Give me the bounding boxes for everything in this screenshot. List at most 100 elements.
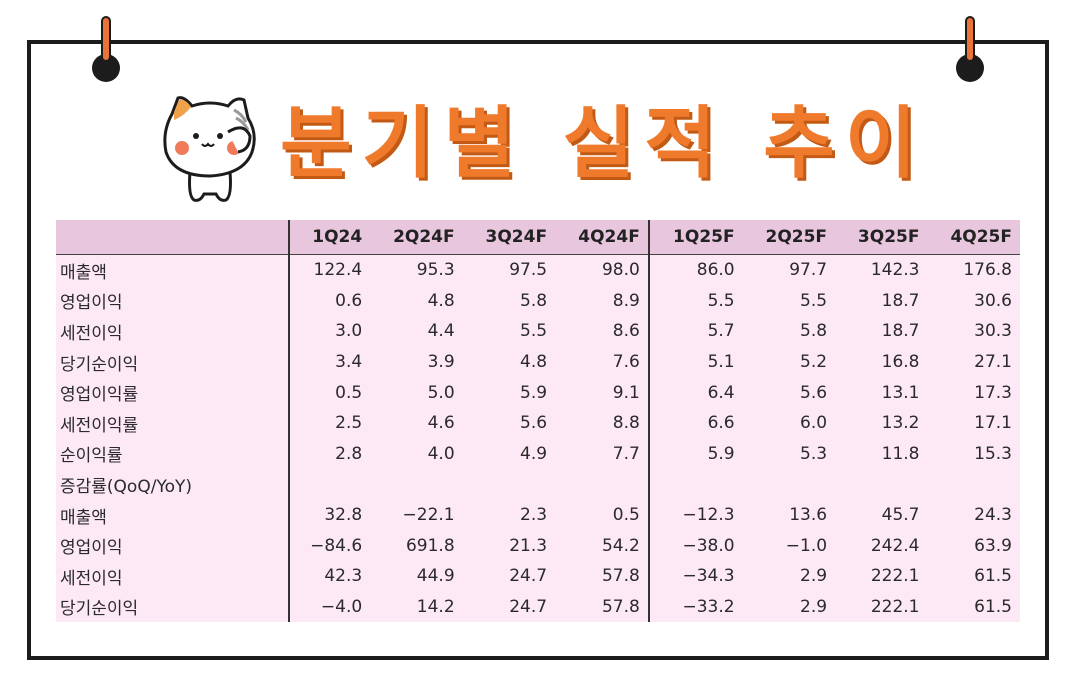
table-cell: 5.6 — [520, 413, 548, 434]
table-cell: 5.5 — [647, 285, 743, 317]
table-cell: 18.7 — [881, 290, 920, 311]
table-cell — [370, 469, 462, 500]
row-label: 당기순이익 — [60, 599, 139, 620]
table-cell: 691.8 — [405, 535, 455, 556]
table-cell: −12.3 — [647, 499, 743, 531]
table-cell: 98.0 — [601, 260, 640, 281]
table-cell: 61.5 — [974, 566, 1012, 587]
table-cell: 5.9 — [647, 438, 743, 470]
table-row: 증감률(QoQ/YoY) — [56, 469, 1020, 500]
row-label: 세전이익 — [60, 568, 123, 589]
column-header: 1Q25F — [647, 220, 743, 255]
table-cell: 0.6 — [287, 285, 371, 317]
column-header: 2Q25F — [742, 220, 836, 255]
table-cell: 0.5 — [287, 377, 371, 408]
table-row: 당기순이익 3.4 3.9 4.8 7.6 5.1 5.2 16.8 27.1 — [56, 346, 1020, 378]
table-cell: 5.8 — [520, 290, 548, 311]
table-cell: 24.7 — [509, 566, 548, 587]
table-cell: 13.2 — [881, 413, 920, 434]
table-cell: 2.5 — [287, 407, 371, 439]
table-cell — [647, 469, 743, 500]
table-cell: 86.0 — [647, 254, 743, 286]
column-header: 2Q24F — [370, 220, 463, 255]
table-cell: 5.0 — [427, 382, 455, 403]
table-cell: 8.9 — [612, 290, 640, 311]
table-cell: 222.1 — [870, 566, 920, 587]
table-cell: 5.5 — [800, 290, 828, 311]
table-cell: 15.3 — [974, 443, 1012, 464]
table-cell: 7.6 — [612, 352, 640, 373]
table-cell: 61.5 — [974, 596, 1012, 617]
row-label: 영업이익 — [60, 293, 123, 314]
table-cell: −84.6 — [287, 530, 371, 561]
column-header: 3Q25F — [835, 220, 928, 255]
table-cell: 18.7 — [881, 321, 920, 342]
row-label: 순이익률 — [60, 446, 123, 467]
table-cell: 3.9 — [427, 352, 455, 373]
table-cell: 5.6 — [800, 382, 828, 403]
table-cell: 5.9 — [520, 382, 548, 403]
row-label: 매출액 — [60, 507, 107, 528]
table-cell: 44.9 — [416, 566, 455, 587]
table-cell — [287, 469, 371, 500]
table-cell: 6.4 — [647, 377, 743, 408]
table-cell: 32.8 — [287, 499, 371, 531]
table-cell: 2.8 — [287, 438, 371, 470]
table-cell: 24.7 — [509, 596, 548, 617]
table-cell: 122.4 — [287, 254, 371, 286]
table-cell: 14.2 — [416, 596, 455, 617]
table-cell: 3.4 — [287, 346, 371, 378]
pin-right-icon — [956, 16, 984, 86]
table-cell: 42.3 — [287, 560, 371, 592]
table-cell: −38.0 — [647, 530, 743, 561]
table-cell: 5.1 — [647, 346, 743, 378]
table-cell: 45.7 — [881, 505, 920, 526]
table-cell: 5.8 — [800, 321, 828, 342]
row-label: 영업이익 — [60, 538, 123, 559]
table-row: 영업이익 0.6 4.8 5.8 8.9 5.5 5.5 18.7 30.6 — [56, 285, 1020, 317]
table-cell: −34.3 — [647, 560, 743, 592]
table-cell: 54.2 — [601, 535, 640, 556]
table-cell: 2.9 — [800, 596, 828, 617]
table-cell: 8.6 — [612, 321, 640, 342]
table-row: 매출액 32.8 −22.1 2.3 0.5 −12.3 13.6 45.7 24.3 — [56, 499, 1020, 531]
table-cell: 11.8 — [881, 443, 920, 464]
row-label: 세전이익 — [60, 323, 123, 344]
table-cell: 4.0 — [427, 443, 455, 464]
column-header: 3Q24F — [462, 220, 556, 255]
table-cell: 97.7 — [789, 260, 828, 281]
table-cell: 4.9 — [520, 443, 548, 464]
table-cell: 4.4 — [427, 321, 455, 342]
table-cell: 57.8 — [601, 566, 640, 587]
table-cell: 6.6 — [647, 407, 743, 439]
table-header-row: 1Q24 2Q24F 3Q24F 4Q24F 1Q25F 2Q25F 3Q25F… — [56, 220, 1020, 255]
table-row: 세전이익률 2.5 4.6 5.6 8.8 6.6 6.0 13.2 17.1 — [56, 407, 1020, 439]
table-row: 순이익률 2.8 4.0 4.9 7.7 5.9 5.3 11.8 15.3 — [56, 438, 1020, 470]
row-label: 증감률(QoQ/YoY) — [60, 476, 192, 497]
table-cell: 8.8 — [612, 413, 640, 434]
table-cell: −22.1 — [402, 505, 455, 526]
table-cell: 27.1 — [974, 352, 1012, 373]
table-row: 영업이익 −84.6 691.8 21.3 54.2 −38.0 −1.0 242.4 63.9 — [56, 530, 1020, 561]
table-cell: 222.1 — [870, 596, 920, 617]
table-row: 세전이익 42.3 44.9 24.7 57.8 −34.3 2.9 222.1 61.5 — [56, 560, 1020, 592]
table-cell: 63.9 — [974, 535, 1012, 556]
page-title: 분기별 실적 추이 — [280, 99, 927, 189]
quarterly-results-table: 1Q24 2Q24F 3Q24F 4Q24F 1Q25F 2Q25F 3Q25F… — [56, 220, 1020, 623]
table-cell: 6.0 — [800, 413, 828, 434]
cat-mascot-icon — [163, 96, 256, 202]
table-cell: 2.9 — [800, 566, 828, 587]
table-cell: 17.1 — [974, 413, 1012, 434]
table-row: 세전이익 3.0 4.4 5.5 8.6 5.7 5.8 18.7 30.3 — [56, 316, 1020, 347]
table-cell: −1.0 — [785, 535, 828, 556]
table-cell: 97.5 — [509, 260, 548, 281]
table-cell: 7.7 — [612, 443, 640, 464]
pin-left-icon — [92, 16, 120, 86]
table-cell: 57.8 — [601, 596, 640, 617]
table-cell: 95.3 — [416, 260, 455, 281]
table-cell: 5.7 — [647, 316, 743, 347]
table-cell: 16.8 — [881, 352, 920, 373]
table-cell: 3.0 — [287, 316, 371, 347]
table-row: 매출액 122.4 95.3 97.5 98.0 86.0 97.7 142.3 176.8 — [56, 254, 1020, 286]
table-cell: 2.3 — [520, 505, 548, 526]
